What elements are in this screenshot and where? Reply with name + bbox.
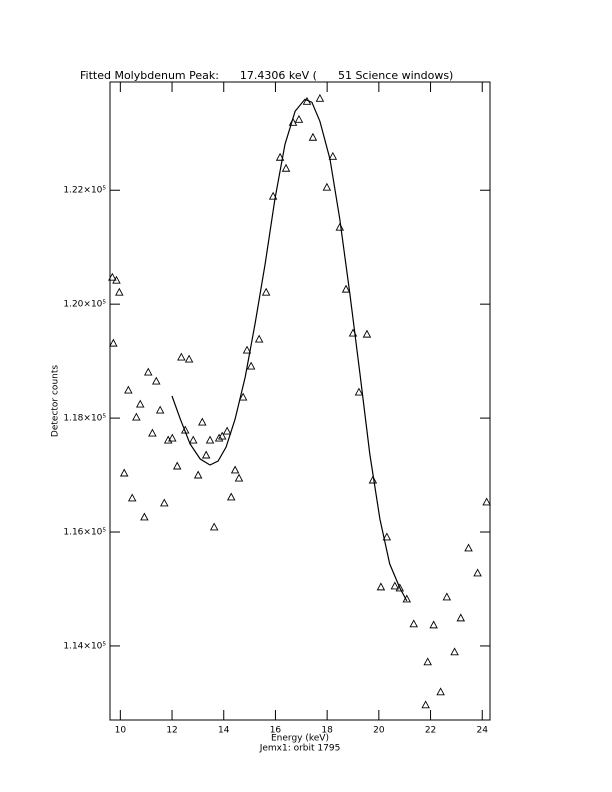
- data-point: [184, 354, 194, 363]
- data-point: [275, 152, 285, 161]
- data-point: [124, 385, 133, 394]
- data-point: [423, 657, 432, 666]
- x-tick-label: 18: [321, 726, 333, 736]
- data-point: [238, 392, 248, 401]
- data-point: [376, 582, 386, 591]
- data-point: [368, 475, 378, 484]
- data-point: [308, 132, 318, 141]
- data-point: [148, 428, 157, 437]
- data-point: [155, 405, 165, 414]
- data-point: [135, 399, 145, 408]
- data-point: [328, 151, 338, 160]
- subtitle: Jemx1: orbit 1795: [259, 744, 341, 754]
- data-point: [177, 352, 186, 361]
- data-point: [109, 338, 118, 347]
- data-point: [341, 284, 351, 293]
- data-point: [198, 417, 207, 426]
- data-point: [115, 287, 124, 296]
- y-axis-label: Detector counts: [51, 365, 61, 437]
- data-point: [482, 497, 491, 506]
- x-tick-label: 20: [373, 726, 385, 736]
- x-tick-label: 12: [166, 726, 177, 736]
- data-point: [209, 522, 219, 531]
- data-point: [382, 532, 392, 541]
- data-point: [442, 592, 452, 601]
- y-tick-label: 1.22×10⁵: [63, 186, 106, 196]
- data-point: [242, 345, 252, 354]
- y-tick-label: 1.16×10⁵: [63, 528, 106, 538]
- data-point: [281, 163, 291, 172]
- data-point: [217, 431, 227, 440]
- data-point: [322, 182, 332, 191]
- data-point: [112, 275, 121, 284]
- data-point: [140, 512, 149, 521]
- data-point: [201, 450, 211, 459]
- y-tick-label: 1.20×10⁵: [63, 300, 106, 310]
- data-point: [193, 470, 203, 479]
- data-point: [246, 361, 256, 370]
- data-point: [132, 412, 141, 421]
- y-tick-label: 1.18×10⁵: [63, 414, 106, 424]
- x-tick-label: 14: [218, 726, 230, 736]
- data-point: [268, 191, 278, 200]
- data-point: [234, 473, 244, 482]
- data-point: [456, 613, 466, 622]
- data-point: [436, 687, 445, 696]
- data-point: [315, 93, 325, 102]
- data-point: [450, 647, 459, 656]
- data-point: [421, 700, 430, 709]
- data-point: [429, 620, 438, 629]
- data-point: [230, 465, 240, 474]
- x-axis-label: Energy (keV): [271, 734, 329, 744]
- data-point: [226, 492, 236, 501]
- data-point: [409, 619, 418, 628]
- x-tick-label: 22: [425, 726, 436, 736]
- data-point: [214, 433, 224, 442]
- x-tick-label: 24: [477, 726, 489, 736]
- data-point: [294, 114, 304, 123]
- data-point: [172, 461, 182, 470]
- data-point: [205, 435, 215, 444]
- data-point: [395, 583, 405, 592]
- chart-title: Fitted Molybdenum Peak: 17.4306 keV ( 51…: [80, 69, 453, 82]
- y-tick-label: 1.14×10⁵: [63, 641, 106, 651]
- data-point: [261, 287, 271, 296]
- data-point: [127, 493, 137, 502]
- fit-curve: [171, 98, 408, 602]
- data-point: [144, 367, 153, 376]
- data-point: [254, 334, 264, 343]
- x-tick-label: 10: [115, 726, 127, 736]
- data-point: [188, 435, 198, 444]
- data-point: [473, 568, 482, 577]
- plot-frame: [109, 81, 491, 721]
- data-point: [464, 543, 473, 552]
- data-point: [362, 329, 372, 338]
- data-point: [390, 581, 400, 590]
- data-point: [168, 433, 177, 442]
- data-point: [160, 498, 169, 507]
- data-point: [335, 222, 345, 231]
- data-point: [354, 387, 364, 396]
- data-point: [108, 272, 117, 281]
- x-tick-label: 16: [270, 726, 282, 736]
- data-point: [152, 376, 161, 385]
- data-point: [222, 426, 232, 435]
- data-point: [119, 468, 129, 477]
